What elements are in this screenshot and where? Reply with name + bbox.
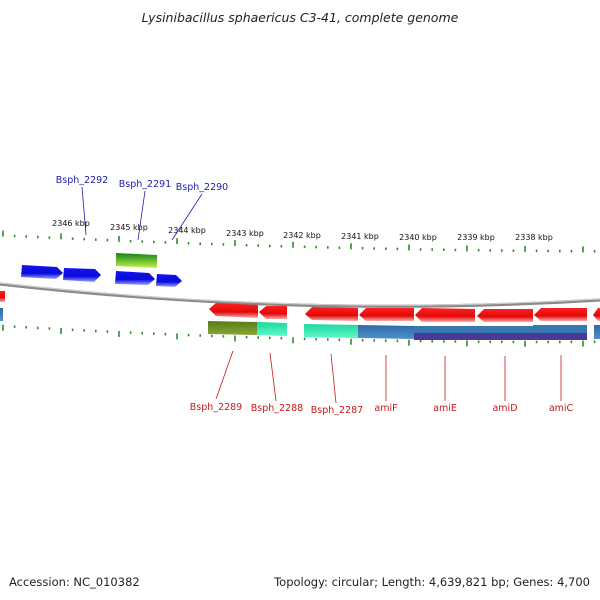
reverse-gene-arrow[interactable] <box>359 308 414 321</box>
reverse-cds-band[interactable] <box>594 325 600 339</box>
forward-gene-labels: Bsph_2292 Bsph_2291 Bsph_2290 <box>56 175 228 241</box>
reverse-cds-band[interactable] <box>304 324 358 338</box>
reverse-genes <box>0 291 600 322</box>
scale-label: 2344 kbp <box>168 226 206 235</box>
label-leader-line <box>171 193 203 241</box>
label-leader-line <box>81 186 87 236</box>
reverse-gene-arrow[interactable] <box>0 291 5 302</box>
reverse-gene-arrow[interactable] <box>259 306 287 319</box>
gene-label-reverse[interactable]: amiE <box>433 403 457 414</box>
gene-label-reverse[interactable]: amiD <box>492 403 517 414</box>
gene-label-reverse[interactable]: Bsph_2288 <box>251 403 303 414</box>
reverse-gene-arrow[interactable] <box>415 308 475 322</box>
label-leader-line <box>215 350 234 400</box>
scale-label: 2340 kbp <box>399 233 437 242</box>
scale-label: 2346 kbp <box>52 219 90 228</box>
gene-label-forward[interactable]: Bsph_2290 <box>176 182 228 193</box>
scale-label: 2343 kbp <box>226 229 264 238</box>
reverse-cds-band[interactable] <box>414 326 533 333</box>
forward-gene-arrow[interactable] <box>21 265 63 279</box>
label-leader-line <box>137 190 146 241</box>
forward-genes <box>21 265 182 287</box>
scale-label: 2345 kbp <box>110 223 148 232</box>
reverse-gene-arrow[interactable] <box>477 309 533 322</box>
genome-backbone <box>0 282 600 308</box>
reverse-gene-labels: Bsph_2289 Bsph_2288 Bsph_2287 amiF amiE … <box>190 350 574 416</box>
reverse-cds-band[interactable] <box>533 333 587 340</box>
genome-title: Lysinibacillus sphaericus C3-41, complet… <box>141 10 459 25</box>
label-leader-line <box>269 352 277 402</box>
genome-summary-text: Topology: circular; Length: 4,639,821 bp… <box>274 575 590 589</box>
scale-label: 2339 kbp <box>457 233 495 242</box>
forward-gene-arrow[interactable] <box>156 274 182 287</box>
reverse-gene-arrow[interactable] <box>305 307 358 321</box>
label-leader-line <box>330 353 337 404</box>
accession-text: Accession: NC_010382 <box>9 575 140 589</box>
reverse-cds-band[interactable] <box>414 333 533 340</box>
forward-cds-band[interactable] <box>116 253 157 268</box>
scale-labels: 2346 kbp 2345 kbp 2344 kbp 2343 kbp 2342… <box>52 219 553 242</box>
scale-ticks-upper <box>2 230 596 253</box>
reverse-gene-arrow[interactable] <box>593 308 600 321</box>
gene-label-reverse[interactable]: Bsph_2289 <box>190 402 242 413</box>
forward-gene-arrow[interactable] <box>63 268 101 282</box>
gene-label-reverse[interactable]: amiF <box>374 403 397 414</box>
scale-label: 2338 kbp <box>515 233 553 242</box>
reverse-cds-bands <box>0 308 600 340</box>
forward-gene-arrow[interactable] <box>115 271 155 285</box>
scale-ticks-lower <box>2 324 596 347</box>
reverse-gene-arrow[interactable] <box>534 308 587 321</box>
scale-label: 2342 kbp <box>283 231 321 240</box>
gene-label-forward[interactable]: Bsph_2292 <box>56 175 108 186</box>
reverse-cds-band[interactable] <box>358 325 414 339</box>
reverse-gene-arrow[interactable] <box>209 303 258 318</box>
genome-backbone-highlight <box>0 282 600 306</box>
reverse-cds-band[interactable] <box>533 325 587 333</box>
gene-label-reverse[interactable]: Bsph_2287 <box>311 405 363 416</box>
reverse-cds-band[interactable] <box>208 321 257 335</box>
gene-label-forward[interactable]: Bsph_2291 <box>119 179 171 190</box>
reverse-cds-band[interactable] <box>257 322 287 336</box>
scale-label: 2341 kbp <box>341 232 379 241</box>
gene-label-reverse[interactable]: amiC <box>549 403 574 414</box>
reverse-cds-band[interactable] <box>0 308 3 321</box>
